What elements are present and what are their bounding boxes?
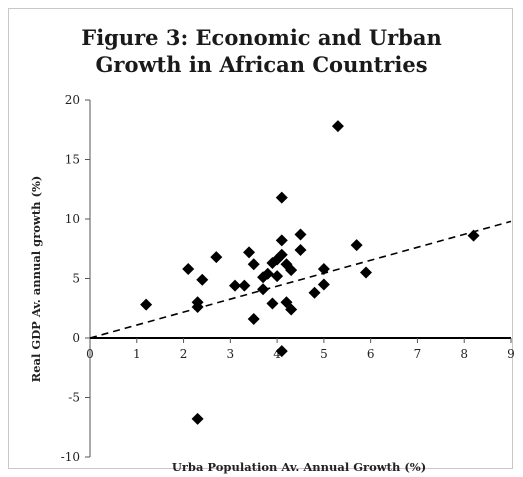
y-tick-label: 15 — [65, 153, 80, 167]
data-point — [261, 267, 274, 280]
axes — [85, 99, 512, 458]
tick-labels: -10 -5 0 5 10 15 20 0 1 2 3 4 5 6 7 8 9 — [61, 93, 515, 464]
y-tick-label: -5 — [68, 391, 80, 405]
data-point — [467, 229, 480, 242]
points-layer — [140, 120, 480, 425]
data-point — [257, 283, 270, 296]
data-point — [275, 234, 288, 247]
x-tick-label: 9 — [507, 347, 515, 361]
data-point — [247, 312, 260, 325]
data-point — [266, 297, 279, 310]
data-point — [294, 228, 307, 241]
data-point — [317, 278, 330, 291]
y-axis-title: Real GDP Av. annual growth (%) — [29, 176, 43, 383]
data-point — [191, 301, 204, 314]
data-point — [317, 262, 330, 275]
x-tick-label: 6 — [367, 347, 375, 361]
data-point — [308, 286, 321, 299]
data-point — [350, 239, 363, 252]
x-tick-label: 3 — [227, 347, 235, 361]
x-axis-title: Urba Population Av. Annual Growth (%) — [172, 460, 426, 474]
x-tick-label: 8 — [460, 347, 468, 361]
y-tick-label: 0 — [72, 331, 80, 345]
data-point — [247, 258, 260, 271]
x-tick-label: 0 — [86, 347, 94, 361]
x-tick-label: 2 — [180, 347, 188, 361]
trendline — [89, 220, 512, 339]
data-point — [331, 120, 344, 133]
y-tick-label: 10 — [65, 212, 80, 226]
data-point — [294, 243, 307, 256]
y-tick-label: 5 — [72, 272, 80, 286]
x-tick-label: 7 — [414, 347, 422, 361]
x-tick-label: 1 — [133, 347, 141, 361]
data-point — [182, 262, 195, 275]
x-tick-label: 5 — [320, 347, 328, 361]
data-point — [285, 303, 298, 316]
data-point — [271, 270, 284, 283]
data-point — [210, 251, 223, 264]
data-point — [140, 298, 153, 311]
y-tick-label: -10 — [61, 450, 80, 464]
data-point — [285, 264, 298, 277]
y-tick-label: 20 — [65, 93, 80, 107]
data-point — [271, 253, 284, 266]
data-point — [196, 273, 209, 286]
data-point — [275, 248, 288, 261]
chart-title: Figure 3: Economic and Urban Growth in A… — [81, 25, 442, 77]
x-tick-label: 4 — [273, 347, 281, 361]
trendline-layer — [89, 220, 512, 339]
data-point — [359, 266, 372, 279]
data-point — [238, 279, 251, 292]
chart-frame — [8, 8, 513, 469]
data-point — [275, 345, 288, 358]
data-point — [229, 279, 242, 292]
data-point — [275, 191, 288, 204]
data-point — [243, 246, 256, 259]
data-point — [191, 412, 204, 425]
